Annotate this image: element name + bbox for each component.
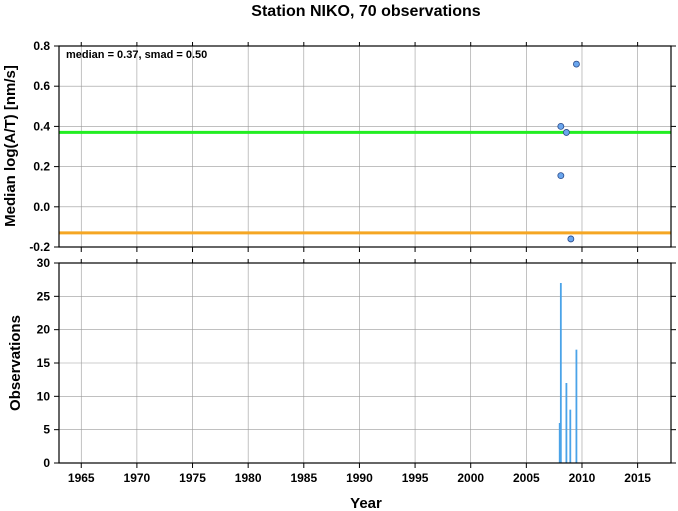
median-panel-reference-lines [59,130,671,235]
x-tick-label: 1970 [124,471,151,485]
median-panel-points [557,60,580,243]
y-tick-label: 5 [43,423,50,437]
x-tick-label: 2005 [513,471,540,485]
y-tick-label: 20 [37,323,51,337]
observations-panel-y-axis-label: Observations [7,315,24,411]
y-tick-label: 10 [37,389,51,403]
data-point [557,123,565,130]
x-tick-label: 1985 [290,471,317,485]
x-tick-label: 2010 [569,471,596,485]
y-tick-label: 0.0 [33,200,50,214]
observations-panel-grid [59,262,671,464]
x-tick-label: 1990 [346,471,373,485]
y-tick-label: 0.8 [33,39,50,53]
observations-panel: 0 5 10 15 20 25 30 1965 1970 1975 1980 1985 1990 199… [7,256,676,511]
data-point [563,129,570,136]
x-tick-label: 2000 [457,471,484,485]
x-tick-label: 1975 [179,471,206,485]
data-point [573,60,580,68]
y-tick-label: 15 [37,356,51,370]
data-point [557,172,565,180]
observations-panel-x-axis-label: Year [350,495,382,511]
median-panel-y-ticks: -0.2 0.0 0.2 0.4 0.6 0.8 [29,39,676,254]
observations-panel-x-ticks: 1965 1970 1975 1980 1985 1990 1995 2000 2005 2010… [68,259,651,485]
y-tick-label: 30 [37,256,51,270]
x-tick-label: 1995 [402,471,429,485]
median-panel: -0.2 0.0 0.2 0.4 0.6 0.8 median = 0.37, smad … [2,39,676,254]
y-tick-label: -0.2 [29,240,50,254]
median-panel-x-ticks [80,42,639,252]
x-tick-label: 2015 [624,471,651,485]
observations-panel-bars [558,283,578,463]
y-tick-label: 0.6 [33,79,50,93]
data-point [567,235,575,243]
y-tick-label: 0.4 [33,119,50,133]
y-tick-label: 0.2 [33,160,50,174]
median-panel-frame [58,45,672,248]
y-tick-label: 0 [43,456,50,470]
median-panel-y-axis-label: Median log(A/T) [nm/s] [2,65,19,227]
y-tick-label: 25 [37,289,51,303]
x-tick-label: 1965 [68,471,95,485]
x-tick-label: 1980 [235,471,262,485]
median-panel-grid [59,45,671,248]
observations-panel-y-ticks: 0 5 10 15 20 25 30 [37,256,676,470]
median-smad-annotation: median = 0.37, smad = 0.50 [66,49,207,61]
chart-title: Station NIKO, 70 observations [251,3,480,20]
